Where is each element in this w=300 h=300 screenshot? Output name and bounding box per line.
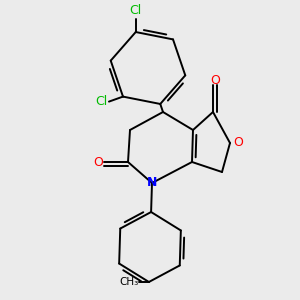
Text: O: O [93,155,103,169]
Text: N: N [147,176,157,190]
Text: Cl: Cl [95,95,107,108]
Text: CH₃: CH₃ [119,277,139,287]
Text: O: O [210,74,220,86]
Text: Cl: Cl [130,4,142,16]
Text: O: O [233,136,243,149]
